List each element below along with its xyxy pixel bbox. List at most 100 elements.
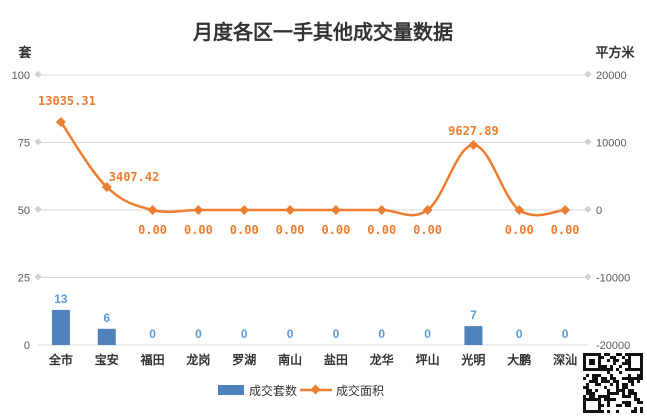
left-tick-label: 25	[18, 273, 30, 285]
line-data-label: 0.00	[138, 223, 167, 237]
qr-cell	[607, 404, 610, 407]
qr-cell	[598, 398, 601, 401]
right-axis-unit: 平方米	[595, 45, 635, 60]
qr-cell	[598, 410, 601, 413]
right-tick-label: -10000	[596, 273, 630, 285]
qr-cell	[637, 368, 640, 371]
qr-cell	[640, 401, 643, 404]
qr-cell	[640, 353, 643, 356]
qr-cell	[640, 377, 643, 380]
bar-data-label: 6	[103, 311, 110, 325]
qr-cell	[595, 374, 598, 377]
tick-marker	[34, 138, 42, 146]
line-marker	[560, 205, 571, 215]
line-data-label: 0.00	[184, 223, 213, 237]
qr-cell	[601, 356, 604, 359]
qr-cell	[589, 368, 592, 371]
qr-cell	[592, 374, 595, 377]
qr-cell	[616, 359, 619, 362]
qr-cell	[583, 377, 586, 380]
qr-cell	[616, 386, 619, 389]
qr-cell	[640, 359, 643, 362]
qr-cell	[616, 389, 619, 392]
qr-cell	[589, 359, 592, 362]
qr-cell	[631, 392, 634, 395]
qr-cell	[592, 353, 595, 356]
qr-cell	[586, 383, 589, 386]
line-marker	[147, 205, 158, 215]
qr-cell	[625, 401, 628, 404]
tick-marker	[34, 70, 42, 78]
qr-cell	[595, 377, 598, 380]
category-label: 大鹏	[507, 352, 531, 367]
qr-cell	[607, 392, 610, 395]
qr-cell	[628, 389, 631, 392]
qr-cell	[592, 362, 595, 365]
qr-cell	[583, 353, 586, 356]
category-label: 宝安	[95, 352, 119, 367]
right-tick-label: 10000	[596, 138, 627, 150]
qr-cell	[583, 368, 586, 371]
line-data-label: 13035.31	[38, 94, 96, 108]
qr-cell	[625, 404, 628, 407]
qr-cell	[607, 368, 610, 371]
qr-cell	[637, 374, 640, 377]
qr-cell	[589, 410, 592, 413]
qr-cell	[640, 371, 643, 374]
qr-cell	[610, 356, 613, 359]
left-tick-label: 100	[12, 70, 30, 82]
qr-cell	[598, 374, 601, 377]
legend-bar-swatch	[218, 385, 244, 395]
qr-cell	[637, 353, 640, 356]
qr-cell	[625, 362, 628, 365]
line-data-label: 3407.42	[109, 170, 160, 184]
qr-cell	[628, 404, 631, 407]
qr-cell	[586, 398, 589, 401]
qr-cell	[634, 407, 637, 410]
qr-cell	[637, 380, 640, 383]
qr-cell	[634, 392, 637, 395]
qr-cell	[586, 386, 589, 389]
qr-cell	[619, 365, 622, 368]
qr-cell	[613, 377, 616, 380]
category-label: 深汕	[553, 352, 577, 367]
qr-cell	[640, 356, 643, 359]
qr-cell	[607, 389, 610, 392]
line-data-label: 0.00	[367, 223, 396, 237]
line-data-label: 0.00	[505, 223, 534, 237]
qr-cell	[634, 398, 637, 401]
qr-cell	[595, 389, 598, 392]
qr-cell	[595, 368, 598, 371]
qr-cell	[610, 368, 613, 371]
legend-line-marker	[310, 384, 321, 395]
category-label: 龙岗	[186, 352, 210, 367]
bar-data-label: 0	[149, 327, 156, 341]
qr-cell	[607, 359, 610, 362]
category-label: 全市	[48, 352, 73, 367]
qr-cell	[610, 398, 613, 401]
qr-cell	[640, 365, 643, 368]
qr-cell	[628, 401, 631, 404]
line-data-label: 0.00	[321, 223, 350, 237]
qr-cell	[622, 386, 625, 389]
qr-cell	[595, 380, 598, 383]
qr-cell	[622, 395, 625, 398]
qr-cell	[604, 377, 607, 380]
qr-cell	[625, 395, 628, 398]
qr-cell	[586, 410, 589, 413]
line-data-label: 0.00	[413, 223, 442, 237]
bar-data-label: 13	[54, 292, 68, 306]
qr-cell	[583, 362, 586, 365]
qr-code-icon	[582, 352, 644, 414]
category-label: 光明	[460, 352, 485, 367]
qr-cell	[628, 395, 631, 398]
qr-cell	[628, 377, 631, 380]
right-tick-label: -20000	[596, 340, 630, 352]
qr-cell	[625, 359, 628, 362]
qr-cell	[607, 371, 610, 374]
qr-cell	[640, 374, 643, 377]
qr-cell	[604, 353, 607, 356]
qr-cell	[595, 410, 598, 413]
qr-cell	[628, 356, 631, 359]
qr-cell	[604, 380, 607, 383]
